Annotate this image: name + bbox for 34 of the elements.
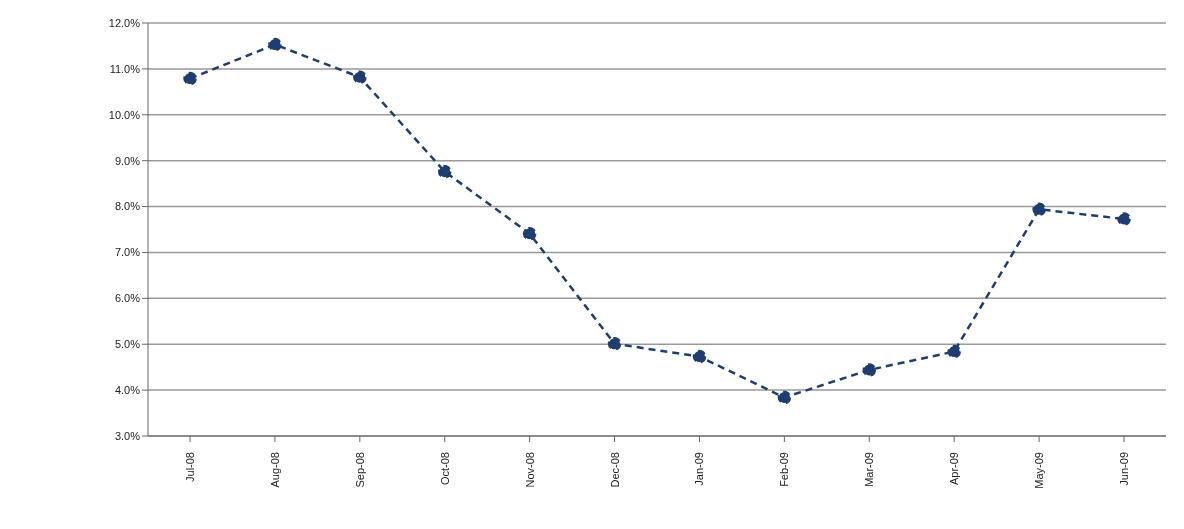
point (1117, 212, 1131, 226)
y-tick-label: 11.0% (109, 62, 141, 75)
x-tick-label: Jul-08 (184, 452, 196, 482)
x-tick-label: Nov-08 (523, 452, 536, 488)
y-tick-label: 6.0% (114, 292, 141, 305)
point (522, 226, 537, 241)
x-tick-label: Jan-09 (693, 452, 706, 486)
x-tick-label: May-09 (1033, 452, 1046, 489)
point (862, 363, 877, 377)
point (353, 70, 367, 84)
y-tick-label: 7.0% (114, 246, 141, 259)
y-tick-label: 10.0% (108, 108, 141, 121)
x-tick-label: Aug-08 (268, 452, 281, 488)
x-tick-label: Mar-09 (863, 452, 876, 487)
y-tick-label: 3.0% (114, 429, 141, 442)
y-tick-label: 5.0% (114, 338, 141, 351)
x-tick-label: Oct-08 (438, 452, 451, 486)
point (692, 349, 707, 364)
x-tick-label: Apr-09 (948, 452, 961, 486)
y-tick-label: 4.0% (114, 384, 141, 397)
point (777, 390, 792, 405)
point (607, 337, 622, 351)
point (437, 164, 452, 179)
point (183, 71, 197, 86)
point (947, 344, 961, 359)
y-tick-label: 8.0% (114, 200, 141, 213)
x-tick-label: Jun-09 (1118, 452, 1130, 486)
y-tick-label: 9.0% (114, 154, 141, 167)
x-tick-label: Sep-08 (353, 452, 366, 488)
point (268, 37, 282, 52)
y-tick-label: 12.0% (108, 16, 141, 29)
x-tick-label: Dec-08 (608, 452, 621, 488)
x-tick-label: Feb-09 (778, 452, 791, 487)
point (1032, 202, 1046, 217)
